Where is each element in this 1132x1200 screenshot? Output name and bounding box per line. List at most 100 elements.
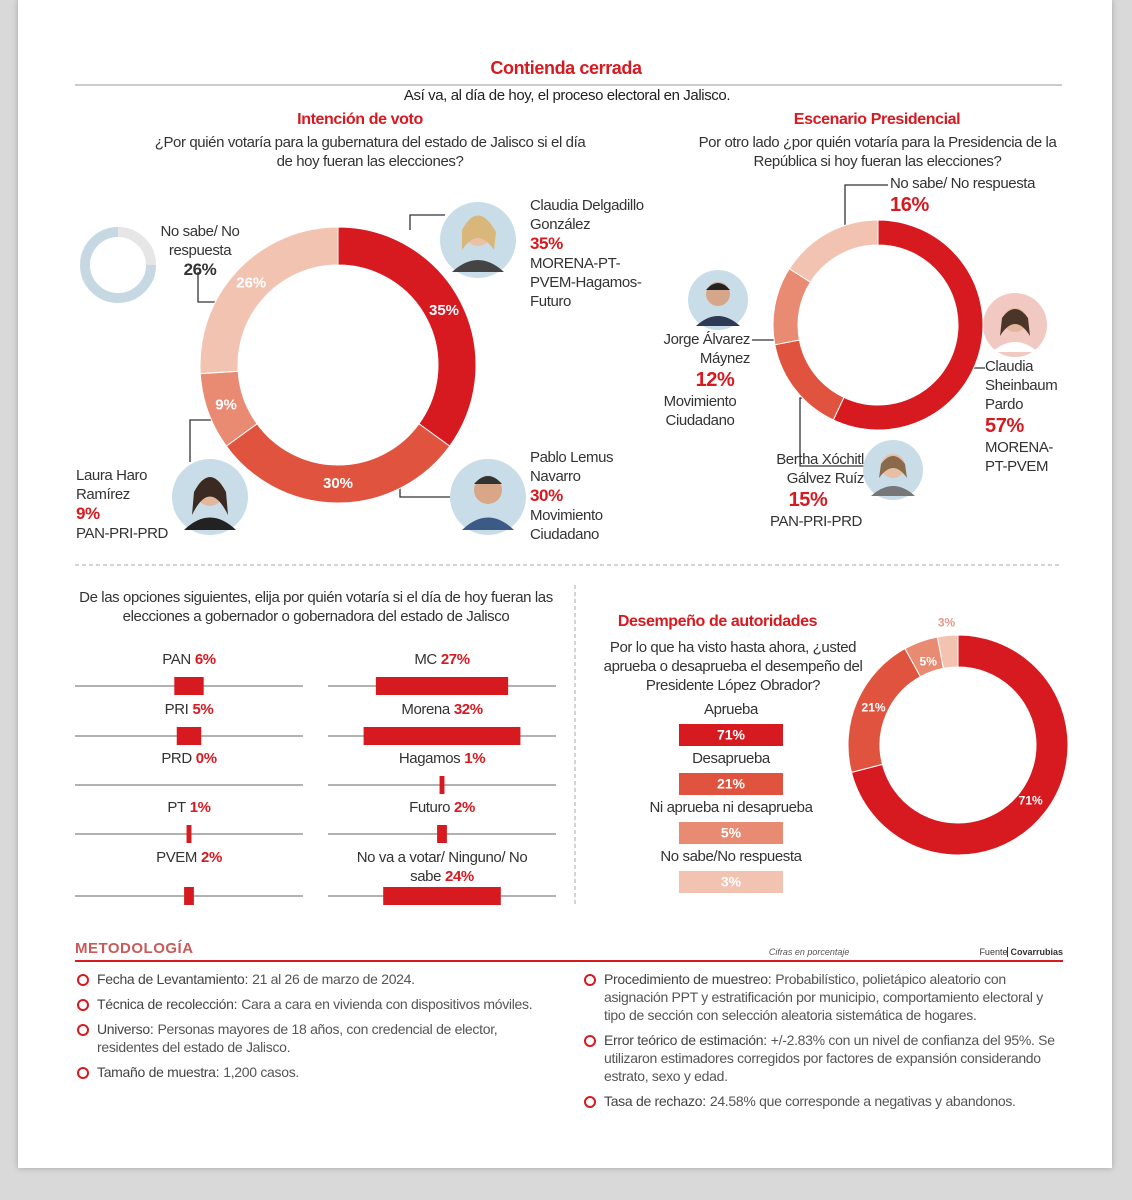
bar-label: PRD 0% xyxy=(75,749,303,768)
bar-label: PAN 6% xyxy=(75,650,303,669)
value-label: 1% xyxy=(464,750,486,767)
legend-label: Aprueba xyxy=(704,701,758,718)
source: Fuente Covarrubias xyxy=(979,947,1063,957)
category: MC xyxy=(414,651,437,668)
callout: No sabe/ No respuesta 16% xyxy=(890,174,1070,217)
note: Cifras en porcentaje xyxy=(768,947,850,957)
callout: No sabe/ No respuesta 26% xyxy=(150,222,250,280)
item-label: Universo: xyxy=(97,1021,154,1037)
category-name: No sabe/ No respuesta xyxy=(890,175,1036,192)
photo xyxy=(450,459,526,535)
value-label: 0% xyxy=(195,750,217,767)
value-label: 16% xyxy=(890,194,929,216)
party: MORENA-PT-PVEM-Hagamos-Futuro xyxy=(530,255,642,310)
bar-label: Morena 32% xyxy=(328,700,556,719)
category: PRI xyxy=(164,701,189,718)
donut-segment xyxy=(772,268,812,346)
bar xyxy=(186,825,192,843)
candidate-name: Laura Haro Ramírez xyxy=(76,467,148,503)
value-label: 30% xyxy=(530,486,563,505)
bar-label: No va a votar/ Ninguno/ No sabe 24% xyxy=(328,848,556,886)
value-label: 35% xyxy=(530,234,563,253)
methodology-item: Fecha de Levantamiento: 21 al 26 de marzo… xyxy=(75,970,556,988)
methodology-item: Tasa de rechazo: 24.58% que corresponde a… xyxy=(582,1092,1063,1110)
item-text: 21 al 26 de marzo de 2024. xyxy=(252,971,415,987)
methodology-item: Procedimiento de muestreo: Probabilístico… xyxy=(582,970,1063,1024)
item-label: Fecha de Levantamiento: xyxy=(97,971,249,987)
photo xyxy=(983,293,1047,357)
methodology-header: METODOLOGÍA Cifras en porcentaje Fuente C… xyxy=(75,940,1063,962)
legend-label: Ni aprueba ni desaprueba xyxy=(649,799,813,816)
bar xyxy=(375,677,509,695)
methodology-title: METODOLOGÍA xyxy=(75,940,194,957)
methodology-column: Procedimiento de muestreo: Probabilístico… xyxy=(582,970,1063,1117)
methodology-column: Fecha de Levantamiento: 21 al 26 de marzo… xyxy=(75,970,556,1117)
legend-value: 21% xyxy=(717,776,746,792)
methodology: METODOLOGÍA Cifras en porcentaje Fuente C… xyxy=(75,940,1063,1117)
segment-label: 9% xyxy=(215,396,237,413)
item-text: Probabilístico, polietápico aleatorio co… xyxy=(604,971,1043,1023)
question: Por lo que ha visto hasta ahora, ¿usted … xyxy=(603,639,863,694)
sheet xyxy=(18,0,1112,1168)
legend-box xyxy=(679,822,783,844)
value-label: 2% xyxy=(454,799,475,816)
question: De las opciones siguientes, elija por qu… xyxy=(79,589,553,625)
value-label: 9% xyxy=(76,504,100,523)
subtitle: Así va, al día de hoy, el proceso electo… xyxy=(403,87,731,104)
category: PT xyxy=(167,799,186,816)
bar-label: Hagamos 1% xyxy=(328,749,556,768)
value-label: 6% xyxy=(194,651,216,668)
category: Hagamos xyxy=(398,750,461,767)
value-label: 1% xyxy=(189,799,211,816)
legend-label: Desaprueba xyxy=(692,750,770,767)
photo xyxy=(172,459,248,535)
item-text: 1,200 casos. xyxy=(223,1064,300,1080)
question: Por otro lado ¿por quién votaría para la… xyxy=(698,134,1057,170)
photo xyxy=(863,440,923,500)
value-label: 2% xyxy=(201,849,222,866)
category: PVEM xyxy=(156,849,198,866)
candidate-name: Claudia Sheinbaum Pardo xyxy=(985,358,1058,413)
value-label: 26% xyxy=(183,260,217,279)
section-title: Escenario Presidencial xyxy=(793,111,961,128)
legend-value: 3% xyxy=(721,874,742,890)
value-label: 27% xyxy=(440,651,470,668)
party: MORENA-PT-PVEM xyxy=(985,439,1054,475)
legend-box xyxy=(679,724,783,746)
legend-value: 71% xyxy=(717,727,746,743)
bar xyxy=(176,727,202,745)
value-label: 15% xyxy=(788,489,828,511)
candidate-name: Jorge Álvarez Máynez xyxy=(663,331,750,367)
callout: Laura Haro Ramírez 9% PAN-PRI-PRD xyxy=(76,466,176,543)
methodology-item: Tamaño de muestra: 1,200 casos. xyxy=(75,1063,556,1081)
photo xyxy=(688,270,748,330)
photos xyxy=(172,202,1047,535)
party: PAN-PRI-PRD xyxy=(770,513,862,530)
callout: Claudia Delgadillo González 35% MORENA-P… xyxy=(530,196,655,311)
category: Futuro xyxy=(409,799,451,816)
item-label: Tamaño de muestra: xyxy=(97,1064,220,1080)
segment-label: 71% xyxy=(1019,794,1043,808)
bar-label: MC 27% xyxy=(328,650,556,669)
source-name: Covarrubias xyxy=(1007,947,1063,957)
candidate-name: Pablo Lemus Navarro xyxy=(530,449,614,485)
legend-label: No sabe/No respuesta xyxy=(660,848,802,865)
methodology-item: Universo: Personas mayores de 18 años, co… xyxy=(75,1020,556,1056)
callout: Jorge Álvarez Máynez 12% Movimiento Ciud… xyxy=(650,330,750,430)
item-text: +/-2.83% con un nivel de confianza del 9… xyxy=(604,1032,1055,1084)
candidate-name: Bertha Xóchitl Gálvez Ruíz xyxy=(776,451,864,487)
bar xyxy=(174,677,204,695)
donut-segment xyxy=(936,634,959,669)
category: PAN xyxy=(162,651,191,668)
item-text: Personas mayores de 18 años, con credenc… xyxy=(97,1021,498,1055)
donut-segment xyxy=(774,339,845,421)
party: Movimiento Ciudadano xyxy=(663,393,737,429)
item-label: Error teórico de estimación: xyxy=(604,1032,767,1048)
callout: Claudia Sheinbaum Pardo 57% MORENA-PT-PV… xyxy=(985,357,1070,476)
segment-label: 35% xyxy=(429,302,459,319)
methodology-columns: Fecha de Levantamiento: 21 al 26 de marzo… xyxy=(75,970,1063,1117)
category: Morena xyxy=(401,701,450,718)
category: No va a votar/ Ninguno/ No sabe xyxy=(356,849,528,885)
